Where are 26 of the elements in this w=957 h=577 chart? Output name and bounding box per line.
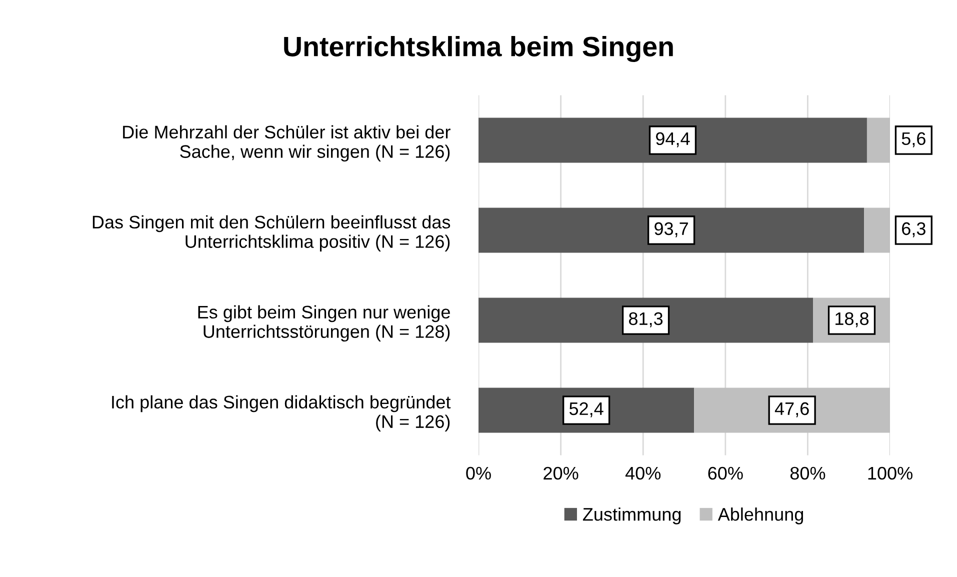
data-label: 94,4 — [656, 132, 690, 148]
y-tick-label: Ich plane das Singen didaktisch begründet (N = 126) — [112, 395, 451, 432]
y-tick-label: Das Singen mit den Schülern beeinflusst das Unterrichtsklima positiv (N = 126) — [92, 215, 450, 252]
x-tick-label: 80% — [790, 466, 826, 480]
x-tick-label: 0% — [466, 466, 491, 480]
data-label: 6,3 — [902, 222, 926, 238]
legend-label: Zustimmung — [582, 508, 681, 524]
bar — [478, 118, 867, 163]
x-tick-label: 20% — [544, 466, 578, 480]
bar — [478, 298, 814, 343]
data-label: 18,8 — [836, 312, 869, 328]
legend-label: Ablehnung — [718, 508, 804, 524]
bar — [864, 208, 890, 253]
data-label: 47,6 — [774, 402, 809, 418]
y-tick-label: Die Mehrzahl der Schüler ist aktiv bei der Sache, wenn wir singen (N = 126) — [123, 125, 450, 162]
x-tick-label: 40% — [625, 466, 661, 480]
x-tick-label: 100% — [868, 466, 912, 480]
data-label: 81,3 — [628, 312, 663, 328]
data-label: 5,6 — [902, 132, 926, 148]
chart-title: Unterrichtsklima beim Singen — [284, 36, 673, 62]
y-tick-label: Es gibt beim Singen nur wenige Unterrichtsstörungen (N = 128) — [198, 305, 450, 342]
data-label: 93,7 — [654, 222, 688, 238]
bar — [478, 208, 864, 253]
bar — [866, 118, 890, 163]
data-label: 52,4 — [569, 402, 604, 418]
x-tick-label: 60% — [708, 466, 743, 480]
